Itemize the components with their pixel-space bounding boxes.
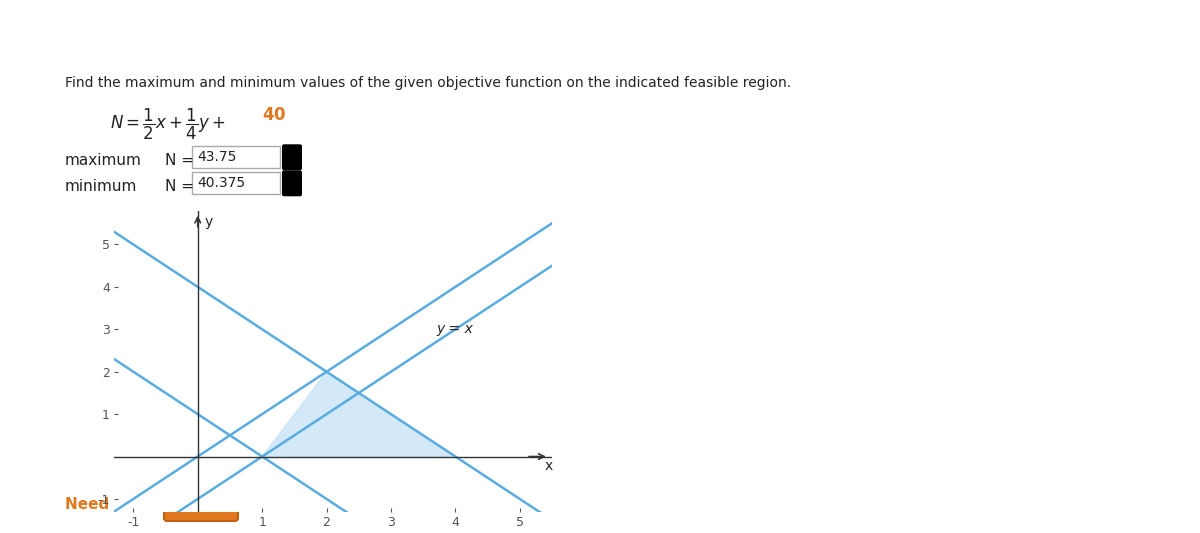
FancyBboxPatch shape (164, 491, 238, 521)
Text: y = x: y = x (436, 322, 473, 336)
Text: 2.: 2. (22, 23, 44, 44)
Text: N =: N = (166, 154, 194, 168)
Text: Read It: Read It (176, 499, 226, 513)
Text: minimum: minimum (65, 179, 137, 195)
Bar (192, 146, 280, 168)
FancyBboxPatch shape (282, 144, 302, 171)
Text: Find the maximum and minimum values of the given objective function on the indic: Find the maximum and minimum values of t… (65, 76, 791, 90)
Text: 43.75: 43.75 (197, 150, 236, 164)
Text: 40.375: 40.375 (197, 176, 245, 190)
Text: $\mathbf{40}$: $\mathbf{40}$ (262, 106, 287, 124)
Text: y: y (204, 215, 212, 229)
Text: N =: N = (166, 179, 194, 195)
Text: maximum: maximum (65, 154, 142, 168)
Polygon shape (262, 372, 455, 457)
Text: Need Help?: Need Help? (65, 497, 162, 513)
Text: x: x (545, 459, 553, 473)
Bar (192, 172, 280, 195)
Text: $N = \dfrac{1}{2}x + \dfrac{1}{4}y + $: $N = \dfrac{1}{2}x + \dfrac{1}{4}y + $ (110, 106, 226, 141)
FancyBboxPatch shape (282, 171, 302, 196)
